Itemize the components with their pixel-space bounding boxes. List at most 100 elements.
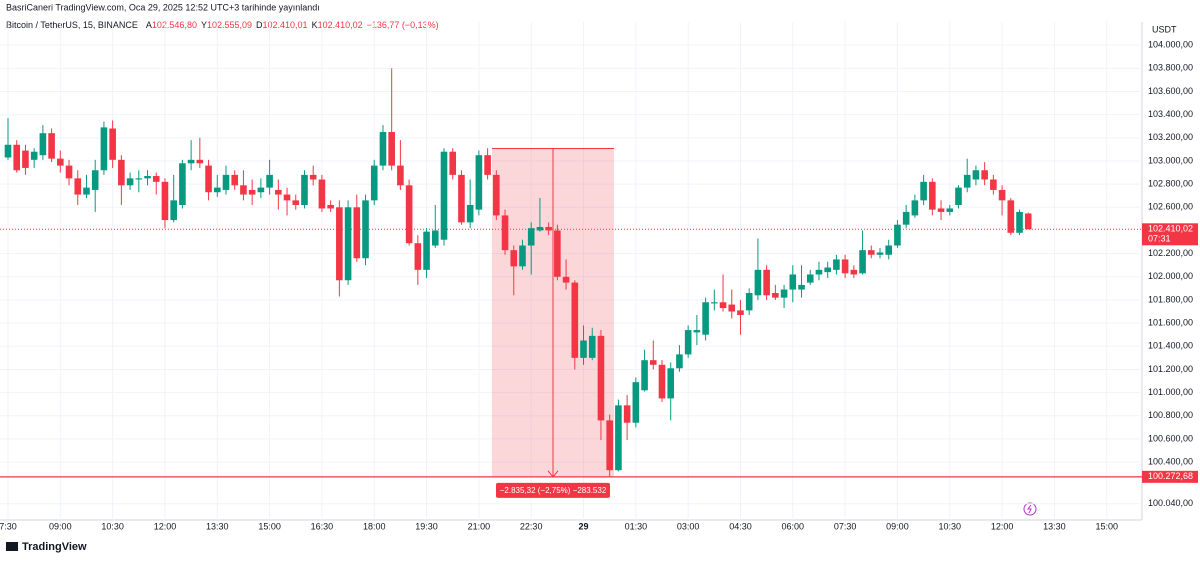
- candle-body: [998, 189, 1006, 201]
- candle-body: [772, 293, 779, 298]
- candle-body: [780, 289, 788, 298]
- candle-body: [850, 269, 858, 275]
- y-tick-label: 101.200,00: [1148, 364, 1193, 374]
- candle-body: [48, 133, 55, 159]
- candle-body: [161, 181, 169, 221]
- ohlc-key: A: [146, 20, 152, 30]
- x-tick-label: 01:30: [625, 521, 648, 531]
- candle-body: [362, 200, 369, 259]
- candle-body: [737, 310, 744, 316]
- currency: USDT: [1152, 24, 1177, 34]
- candle-body: [449, 151, 457, 175]
- candle-body: [859, 250, 866, 274]
- candle-body: [946, 208, 954, 212]
- candle-body: [275, 189, 282, 195]
- level-label-bg: [1142, 470, 1198, 483]
- level-label: 100.272,68: [1148, 471, 1193, 481]
- candle-body: [301, 174, 308, 205]
- y-tick-label: 100.600,00: [1148, 433, 1193, 443]
- candle-body: [65, 165, 73, 179]
- x-tick-label: 15:00: [1095, 521, 1118, 531]
- x-tick-label: 12:00: [154, 521, 177, 531]
- x-tick-label: 10:30: [938, 521, 961, 531]
- candle-body: [327, 204, 334, 209]
- candle-body: [571, 282, 579, 358]
- candle-body: [719, 302, 727, 309]
- x-tick-label: 09:00: [49, 521, 72, 531]
- y-tick-label: 103.200,00: [1148, 132, 1193, 142]
- x-tick-label: 22:30: [520, 521, 543, 531]
- footer: TradingView: [22, 541, 87, 553]
- y-tick-label: 101.800,00: [1148, 294, 1193, 304]
- candle-body: [91, 170, 99, 190]
- x-tick-label: 10:30: [101, 521, 124, 531]
- candle-body: [475, 155, 483, 210]
- x-tick-label: 15:00: [258, 521, 281, 531]
- candle-body: [798, 284, 805, 290]
- candle-body: [981, 170, 988, 180]
- candle-body: [187, 159, 195, 164]
- candle-body: [458, 174, 465, 223]
- candle-body: [370, 165, 378, 201]
- x-tick-label: 04:30: [729, 521, 752, 531]
- candle-body: [336, 207, 343, 281]
- y-tick-label: 102.800,00: [1148, 179, 1193, 189]
- y-tick-label: 103.000,00: [1148, 155, 1193, 165]
- candle-body: [684, 330, 692, 355]
- x-tick-label: 13:30: [206, 521, 229, 531]
- candle-body: [867, 250, 875, 255]
- ohlc-key: K: [312, 20, 318, 30]
- symbol: Bitcoin / TetherUS, 15, BINANCE: [6, 20, 138, 30]
- candle-body: [248, 189, 256, 195]
- candle-body: [83, 187, 90, 195]
- y-tick-label: 100.800,00: [1148, 410, 1193, 420]
- candle-body: [152, 176, 160, 182]
- x-tick-label: 03:00: [677, 521, 700, 531]
- candle-body: [841, 259, 849, 274]
- candle-body: [929, 181, 936, 210]
- last-price-bg: [1142, 223, 1198, 246]
- candle-body: [1007, 200, 1015, 233]
- symbol-legend: Bitcoin / TetherUS, 15, BINANCE A102.546,…: [6, 20, 439, 30]
- candle-body: [815, 269, 823, 275]
- candle-body: [179, 163, 186, 205]
- candle-body: [135, 178, 143, 180]
- candle-body: [972, 170, 980, 180]
- candle-body: [789, 274, 797, 290]
- candle-body: [493, 174, 500, 216]
- candle-body: [405, 185, 413, 244]
- candle-body: [728, 304, 736, 312]
- candle-body: [484, 155, 491, 175]
- candle-body: [318, 179, 326, 209]
- candle-body: [894, 224, 901, 246]
- candle-body: [702, 302, 709, 335]
- candle-body: [754, 269, 762, 296]
- candle-body: [963, 174, 971, 188]
- candle-body: [414, 243, 422, 270]
- y-tick-label: 100.400,00: [1148, 456, 1193, 466]
- change: −136,77 (−0,13%): [367, 20, 439, 30]
- countdown: 07:31: [1148, 234, 1171, 244]
- candle-body: [431, 230, 439, 246]
- candle-body: [667, 368, 675, 399]
- candle-body: [397, 165, 404, 186]
- candle-body: [440, 151, 448, 240]
- candle-body: [423, 231, 430, 270]
- flash-icon[interactable]: [1023, 502, 1037, 516]
- candle-body: [266, 174, 273, 188]
- candle-body: [641, 360, 648, 391]
- candle-body: [632, 382, 640, 423]
- ohlc-value: 102.410,02: [318, 20, 363, 30]
- x-tick-label: 19:30: [415, 521, 438, 531]
- candle-body: [344, 207, 352, 281]
- candle-body: [902, 211, 910, 225]
- candle-body: [257, 187, 265, 193]
- candle-body: [527, 228, 535, 246]
- y-tick-label: 104.000,00: [1148, 40, 1193, 50]
- last-price-label: 102.410,02: [1148, 224, 1193, 234]
- candle-body: [4, 144, 12, 158]
- candle-body: [676, 354, 683, 369]
- x-tick-label: 18:00: [363, 521, 386, 531]
- candle-body: [57, 158, 64, 166]
